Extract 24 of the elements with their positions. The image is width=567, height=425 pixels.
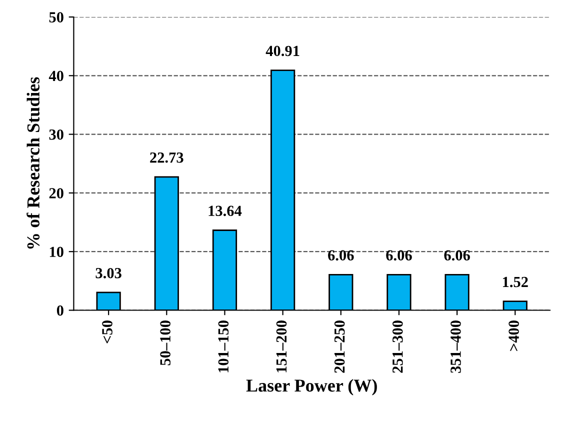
data-label: 3.03 (96, 268, 122, 278)
data-label: 22.73 (150, 152, 184, 163)
data-label: 6.06 (444, 250, 470, 261)
data-label: 6.06 (386, 250, 412, 261)
data-label: 6.06 (328, 250, 354, 261)
x-tick-label: >400 (508, 320, 519, 351)
x-tick-label: 101–150 (218, 320, 229, 372)
y-tick-label: 0 (56, 305, 64, 316)
x-tick-label: 50–100 (160, 320, 170, 366)
y-tick-label: 40 (48, 70, 64, 82)
data-label: 40.91 (266, 46, 300, 56)
x-tick-label: 351–400 (450, 320, 461, 373)
x-tick-label: 151–200 (276, 320, 287, 372)
x-tick-label: 251–300 (392, 320, 403, 373)
x-axis-title: Laser Power (W) (246, 379, 377, 396)
x-tick-label: <50 (102, 320, 112, 344)
data-label: 13.64 (208, 206, 242, 216)
y-tick-label: 30 (49, 129, 64, 140)
y-axis-title: % of Research Studies (26, 77, 40, 249)
y-tick-label: 50 (49, 12, 64, 22)
y-tick-label: 10 (50, 246, 64, 258)
x-tick-label: 201–250 (334, 320, 345, 373)
y-tick-label: 20 (49, 188, 64, 198)
data-label: 1.52 (502, 276, 528, 288)
